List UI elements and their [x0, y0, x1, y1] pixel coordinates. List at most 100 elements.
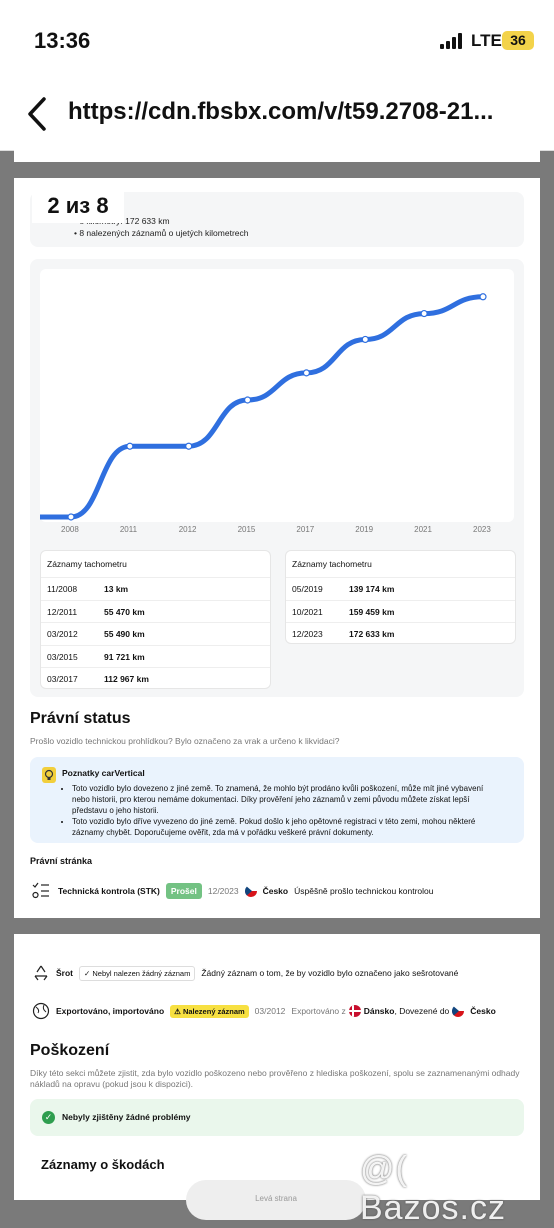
report-page-2 [14, 934, 540, 1200]
row-date: 12/2011 [47, 606, 78, 617]
x-tick-label: 2023 [473, 525, 491, 534]
legal-section-title: Právní stránka [30, 856, 93, 866]
row-date: 11/2008 [47, 584, 78, 594]
export-to: Česko [470, 1006, 496, 1016]
scrap-chip: ✓ Nebyl nalezen žádný záznam [79, 965, 196, 981]
row-date: 03/2015 [47, 651, 78, 662]
scrap-text: Žádný záznam o tom, že by vozidlo bylo o… [201, 968, 459, 978]
no-issues-box: ✓ Nebyly zjištěny žádné problémy [30, 1099, 524, 1136]
export-chip: ⚠ Nalezený záznam [170, 1004, 249, 1018]
mileage-point[interactable] [420, 309, 428, 318]
signal-icon [440, 33, 464, 49]
mileage-point[interactable] [126, 442, 134, 450]
export-date: 03/2012 [254, 1006, 286, 1016]
mileage-chart-card: 2008 2011 2012 2015 2017 2019 2021 2023 Záznamy… [30, 259, 524, 697]
check-circle-icon: ✓ [42, 1111, 55, 1124]
stk-text: Úspěšně prošlo technickou kontrolou [294, 886, 434, 896]
summary-records: 8 nalezených záznamů o ujetých kilometre… [74, 228, 248, 238]
x-tick-label: 2021 [414, 525, 432, 534]
network-label: LTE [471, 31, 502, 50]
previous-page-edge [14, 150, 540, 162]
url-text[interactable]: https://cdn.fbsbx.com/v/t59.2708-21... [68, 98, 494, 125]
import-prefix: , Dovezené do [394, 1006, 450, 1016]
row-date: 03/2017 [47, 674, 78, 684]
table-title: Záznamy tachometru [286, 551, 515, 578]
scrap-row: Šrot ✓ Nebyl nalezen žádný záznam Žádný … [32, 964, 458, 982]
x-tick-label: 2017 [296, 525, 315, 534]
stk-label: Technická kontrola (STK) [58, 886, 160, 896]
browser-toolbar: https://cdn.fbsbx.com/v/t59.2708-21... [0, 80, 554, 151]
back-arrow-icon[interactable] [26, 96, 48, 132]
stk-row: Technická kontrola (STK) Prošel 12/2023 … [32, 882, 434, 900]
table-row: 11/2008 13 km [41, 578, 270, 601]
table-row: 03/2015 91 721 km [41, 646, 270, 668]
clock: 13:36 [34, 28, 91, 53]
czech-flag-icon [452, 1005, 465, 1017]
row-date: 12/2023 [292, 629, 323, 639]
table-title: Záznamy tachometru [41, 551, 270, 578]
globe-icon [32, 1002, 50, 1020]
table-row: 12/2023 172 633 km [286, 623, 515, 645]
x-tick-label: 2019 [355, 525, 374, 534]
mileage-series-line [37, 294, 486, 520]
czech-flag-icon [244, 885, 257, 897]
insights-title: Poznatky carVertical [62, 768, 145, 778]
watermark: @( Bazos.cz [360, 1150, 506, 1227]
mileage-point[interactable] [243, 396, 252, 404]
mileage-point[interactable] [67, 513, 75, 521]
row-km: 159 459 km [349, 606, 395, 617]
status-bar: 13:36 LTE 36 [0, 0, 554, 80]
x-tick-label: 2011 [119, 525, 138, 534]
insight-item: Toto vozidlo bylo dovezeno z jiné země. … [72, 783, 502, 816]
x-tick-label: 2012 [178, 525, 197, 534]
row-km: 91 721 km [104, 651, 145, 662]
export-row: Exportováno, importováno ⚠ Nalezený zázn… [32, 1002, 496, 1020]
table-row: 03/2012 55 490 km [41, 623, 270, 646]
mileage-point[interactable] [361, 335, 369, 344]
row-km: 112 967 km [104, 674, 149, 684]
denmark-flag-icon [348, 1005, 361, 1017]
gallery-counter: 2 из 8 [32, 189, 124, 223]
table-row: 05/2019 139 174 km [286, 578, 515, 601]
export-from: Dánsko [363, 1006, 395, 1016]
mileage-point[interactable] [302, 369, 311, 377]
row-date: 05/2019 [292, 584, 323, 594]
scrap-label: Šrot [56, 968, 73, 978]
side-label: Levá strana [186, 1180, 366, 1220]
insights-box: Poznatky carVertical Toto vozidlo bylo d… [30, 757, 524, 843]
recycle-icon [34, 965, 48, 981]
x-tick-label: 2015 [237, 525, 256, 534]
legal-subtitle: Prošlo vozidlo technickou prohlídkou? By… [30, 736, 340, 746]
odometer-table-left: Záznamy tachometru 11/2008 13 km 12/2011 55… [40, 550, 271, 689]
x-tick-label: 2008 [61, 525, 79, 534]
damage-title: Poškození [30, 1042, 110, 1059]
table-row: 10/2021 159 459 km [286, 601, 515, 623]
row-km: 55 470 km [104, 606, 145, 617]
row-date: 03/2012 [47, 629, 78, 639]
row-km: 172 633 km [349, 629, 395, 639]
row-km: 13 km [104, 584, 129, 594]
battery-icon: 36 [502, 31, 534, 50]
summary-mileage: é kilometry: 172 633 km [74, 216, 249, 226]
row-km: 55 490 km [104, 629, 145, 639]
mileage-chart [37, 293, 487, 521]
mileage-point[interactable] [479, 293, 487, 301]
status-badge: Prošel [165, 883, 202, 899]
stk-country: Česko [262, 886, 289, 896]
no-issues-text: Nebyly zjištěny žádné problémy [62, 1112, 191, 1122]
export-prefix: Exportováno z [291, 1006, 346, 1016]
export-label: Exportováno, importováno [56, 1006, 165, 1016]
insight-item: Toto vozidlo bylo dříve vyvezeno do jiné… [72, 816, 502, 838]
damage-records-title: Záznamy o škodách [41, 1157, 165, 1172]
legal-title: Právní status [30, 710, 131, 727]
damage-subtitle: Díky této sekci můžete zjistit, zda bylo… [30, 1068, 520, 1089]
lightbulb-icon [42, 767, 56, 783]
odometer-table-right: Záznamy tachometru 05/2019 139 174 km 10/2… [285, 550, 516, 644]
mileage-point[interactable] [185, 442, 193, 450]
stk-date: 12/2023 [207, 886, 239, 896]
row-km: 139 174 km [349, 584, 395, 594]
chart-area [37, 269, 514, 522]
row-date: 10/2021 [292, 606, 323, 617]
checklist-icon [32, 882, 49, 899]
table-row: 03/2017 112 967 km [41, 668, 270, 690]
